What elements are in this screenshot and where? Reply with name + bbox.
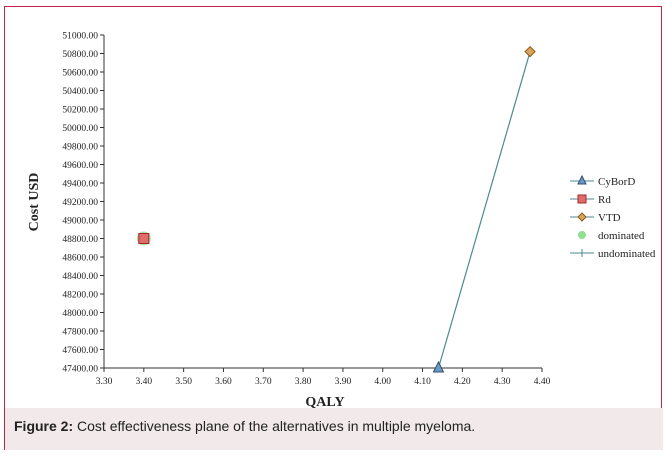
x-tick-label: 4.40 bbox=[534, 377, 551, 387]
point-rd bbox=[138, 233, 150, 244]
x-axis-title: QALY bbox=[305, 395, 344, 410]
y-tick-label: 50400.00 bbox=[62, 87, 98, 97]
x-tick-label: 3.80 bbox=[295, 377, 312, 387]
axes bbox=[103, 35, 542, 369]
x-tick-label: 3.70 bbox=[255, 377, 272, 387]
caption-label: Figure 2: bbox=[14, 418, 74, 434]
x-tick-label: 3.40 bbox=[136, 377, 153, 387]
x-tick-label: 4.00 bbox=[374, 377, 391, 387]
x-tick-label: 3.60 bbox=[215, 377, 232, 387]
legend-label: Rd bbox=[598, 194, 611, 206]
legend: CyBorD Rd VTD dominated undominated bbox=[570, 174, 656, 260]
legend-label: CyBorD bbox=[598, 176, 635, 188]
y-tick-label: 49400.00 bbox=[62, 180, 98, 190]
y-tick-label: 49200.00 bbox=[62, 198, 98, 208]
x-ticks: 3.30 3.40 3.50 3.60 3.70 3.80 3.90 4.00 4.10 4.20… bbox=[96, 368, 551, 387]
x-tick-label: 4.30 bbox=[494, 377, 511, 387]
legend-swatch-vtd bbox=[577, 212, 587, 222]
series-points bbox=[136, 45, 536, 373]
y-tick-label: 48000.00 bbox=[62, 309, 98, 319]
caption-text: Cost effectiveness plane of the alternat… bbox=[73, 418, 476, 434]
legend-swatch-rd bbox=[577, 194, 587, 204]
y-tick-label: 48400.00 bbox=[62, 272, 98, 282]
x-tick-label: 4.10 bbox=[414, 377, 431, 387]
y-tick-label: 49000.00 bbox=[62, 217, 98, 227]
y-tick-label: 47600.00 bbox=[62, 346, 98, 356]
x-tick-label: 3.90 bbox=[335, 377, 352, 387]
legend-label: undominated bbox=[598, 248, 656, 260]
line-undominated bbox=[437, 51, 531, 369]
y-tick-label: 50800.00 bbox=[62, 50, 98, 60]
x-tick-label: 4.20 bbox=[454, 377, 471, 387]
y-tick-label: 48800.00 bbox=[62, 235, 98, 245]
figure-caption: Figure 2: Cost effectiveness plane of th… bbox=[5, 408, 663, 450]
y-axis-title: Cost USD bbox=[27, 173, 42, 232]
y-ticks: 47400.00 47600.00 47800.00 48000.00 48200.00… bbox=[62, 32, 104, 375]
legend-label: dominated bbox=[598, 230, 645, 242]
point-vtd bbox=[524, 45, 536, 58]
legend-label: VTD bbox=[598, 212, 621, 224]
legend-swatch-cybord bbox=[577, 174, 587, 185]
x-tick-label: 3.50 bbox=[175, 377, 192, 387]
series-lines bbox=[437, 51, 531, 369]
y-tick-label: 50600.00 bbox=[62, 69, 98, 79]
y-tick-label: 49600.00 bbox=[62, 161, 98, 171]
y-tick-label: 47800.00 bbox=[62, 328, 98, 338]
y-tick-label: 48600.00 bbox=[62, 254, 98, 264]
y-tick-label: 48200.00 bbox=[62, 291, 98, 301]
y-tick-label: 47400.00 bbox=[62, 365, 98, 375]
y-tick-label: 51000.00 bbox=[62, 32, 98, 42]
legend-swatch-dominated bbox=[578, 231, 586, 239]
y-tick-label: 49800.00 bbox=[62, 143, 98, 153]
x-tick-label: 3.30 bbox=[96, 377, 113, 387]
figure-frame bbox=[4, 6, 662, 450]
y-tick-label: 50200.00 bbox=[62, 106, 98, 116]
point-cybord bbox=[432, 360, 445, 373]
y-tick-label: 50000.00 bbox=[62, 124, 98, 134]
